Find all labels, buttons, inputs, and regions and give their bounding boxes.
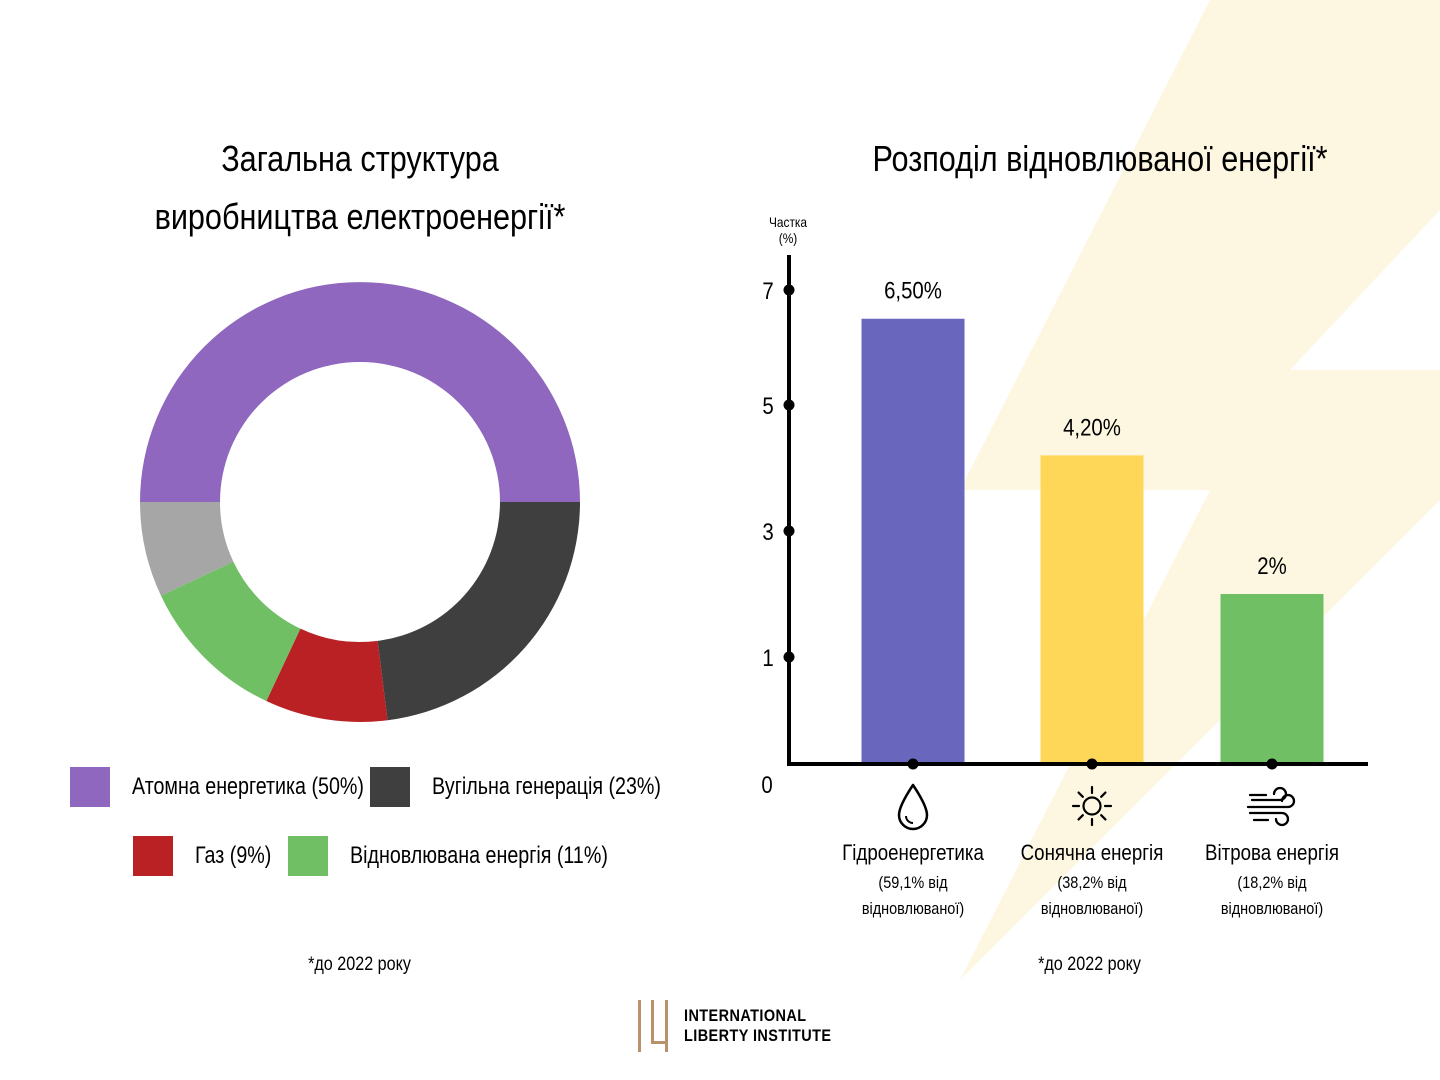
water-drop-icon	[897, 783, 929, 831]
category-note-hydro-line-1: (59,1% від	[878, 873, 948, 892]
y-tick-dot-5	[783, 399, 795, 411]
sun-icon	[1071, 785, 1113, 827]
y-tick-label-3: 3	[762, 518, 773, 545]
y-axis-label-line-1: Частка	[768, 214, 808, 230]
category-solar: Сонячна енергія (38,2% від відновлюваної…	[982, 840, 1202, 922]
donut-chart-title: Загальна структура виробництва електроен…	[139, 130, 581, 246]
legend-item-coal: Вугільна генерація (23%)	[370, 767, 711, 807]
legend-item-gas: Газ (9%)	[133, 836, 288, 876]
bar-hydro	[861, 318, 965, 764]
legend-swatch-renewable	[288, 836, 328, 876]
category-label-solar: Сонячна енергія	[1020, 840, 1164, 865]
institute-logo: INTERNATIONAL LIBERTY INSTITUTE	[636, 1000, 857, 1052]
donut-slice-nuclear	[140, 282, 580, 502]
logo-line-2: LIBERTY INSTITUTE	[684, 1026, 832, 1045]
logo-text: INTERNATIONAL LIBERTY INSTITUTE	[684, 1006, 831, 1046]
y-tick-label-0: 0	[761, 771, 772, 798]
category-note-wind-line-1: (18,2% від	[1237, 873, 1307, 892]
y-axis-label: Частка (%)	[761, 214, 815, 246]
category-note-solar-line-2: відновлюваної)	[1040, 899, 1144, 918]
donut-footnote: *до 2022 року	[200, 954, 520, 976]
logo-mark-icon	[638, 1000, 668, 1052]
bar-value-label-solar: 4,20%	[1063, 414, 1121, 441]
legend-swatch-coal	[370, 767, 410, 807]
bar-value-label-wind: 2%	[1257, 552, 1286, 579]
logo-line-1: INTERNATIONAL	[684, 1006, 807, 1025]
y-tick-dot-1	[783, 651, 795, 663]
legend-label-renewable: Відновлювана енергія (11%)	[350, 842, 608, 869]
bar-solar	[1040, 455, 1144, 764]
y-tick-label-7: 7	[762, 277, 773, 304]
donut-title-line-1: Загальна структура	[221, 138, 499, 179]
bar-wind	[1220, 594, 1324, 764]
bar-footnote: *до 2022 року	[930, 954, 1250, 976]
legend-label-nuclear: Атомна енергетика (50%)	[132, 773, 364, 800]
donut-slice-renewable	[160, 561, 301, 702]
legend-item-renewable: Відновлювана енергія (11%)	[288, 836, 665, 876]
category-note-wind-line-2: відновлюваної)	[1220, 899, 1324, 918]
y-tick-dot-3	[783, 525, 795, 537]
category-note-solar-line-1: (38,2% від	[1057, 873, 1127, 892]
bolt-shape	[960, 0, 1440, 980]
donut-footnote-text: *до 2022 року	[308, 954, 412, 975]
donut-slice-other	[140, 502, 234, 596]
x-tick-dot-solar	[1086, 758, 1098, 770]
x-tick-dot-hydro	[907, 758, 919, 770]
bar-footnote-text: *до 2022 року	[1038, 954, 1142, 975]
donut-title-line-2: виробництва електроенергії*	[154, 196, 566, 237]
bar-value-label-hydro: 6,50%	[884, 277, 942, 304]
category-wind: Вітрова енергія (18,2% від відновлюваної…	[1162, 840, 1382, 922]
y-tick-label-5: 5	[762, 392, 773, 419]
wind-icon	[1246, 786, 1296, 827]
legend-label-gas: Газ (9%)	[195, 842, 272, 869]
y-tick-label-1: 1	[762, 644, 773, 671]
donut-chart	[140, 282, 580, 722]
bar-chart-title: Розподіл відновлюваної енергії*	[872, 138, 1328, 179]
category-label-wind: Вітрова енергія	[1205, 840, 1339, 865]
bar-chart: 6,50% 4,20% 2% 0 1 3 5 7	[761, 255, 1368, 831]
donut-slice-gas	[266, 628, 388, 722]
x-tick-dot-wind	[1266, 758, 1278, 770]
legend-swatch-gas	[133, 836, 173, 876]
legend-item-nuclear: Атомна енергетика (50%)	[70, 767, 415, 807]
y-tick-dot-7	[783, 284, 795, 296]
legend-label-coal: Вугільна генерація (23%)	[432, 773, 661, 800]
category-hydro: Гідроенергетика (59,1% від відновлюваної…	[803, 840, 1023, 922]
category-note-hydro-line-2: відновлюваної)	[861, 899, 965, 918]
category-label-hydro: Гідроенергетика	[842, 840, 984, 865]
donut-slice-coal	[377, 502, 580, 721]
legend-swatch-nuclear	[70, 767, 110, 807]
y-axis-label-line-2: (%)	[778, 230, 798, 246]
